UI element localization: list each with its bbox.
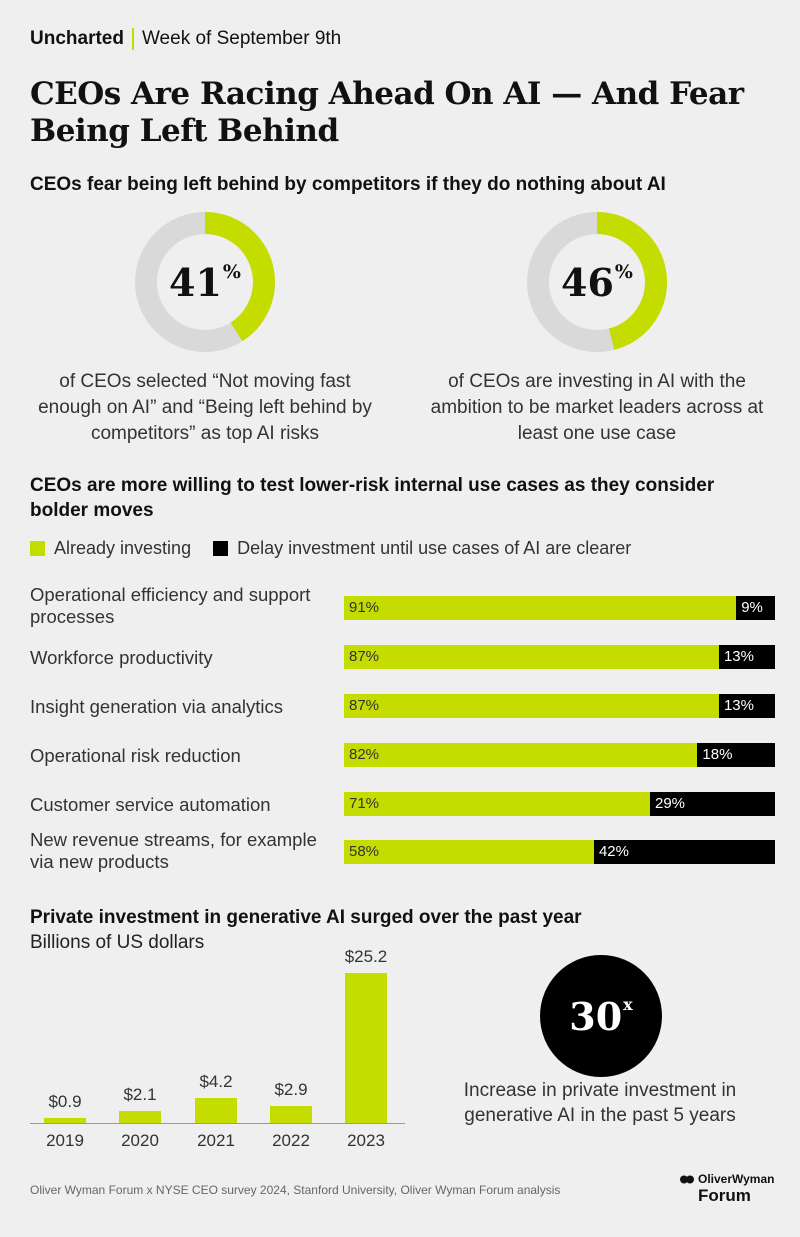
section2-title: CEOs are more willing to test lower-risk…: [30, 475, 715, 521]
hbar-row: 87% 13%: [344, 645, 775, 669]
section3-title: Private investment in generative AI surg…: [30, 907, 582, 928]
hbar-segment-invested: 71%: [344, 792, 650, 816]
brand-name: Uncharted: [30, 28, 124, 49]
vbar-value-label: $4.2: [199, 1072, 233, 1091]
hbar-segment-invested: 82%: [344, 743, 698, 767]
donut-chart-1: 41%: [130, 207, 280, 357]
hbar-legend: Already investing Delay investment until…: [30, 538, 653, 559]
vbar-bar: [119, 1110, 161, 1123]
donut-svg-2: [527, 212, 667, 352]
legend-label: Delay investment until use cases of AI a…: [237, 538, 632, 558]
vbar-axis-line: [30, 1123, 405, 1124]
hbar-segment-delayed: 18%: [697, 743, 775, 767]
donut-chart-2: 46%: [522, 207, 672, 357]
logo-line1: OliverWyman: [698, 1172, 775, 1186]
hbar-row: 91% 9%: [344, 596, 775, 620]
vbar-category-label: 2021: [197, 1131, 235, 1150]
header-divider: [131, 28, 134, 50]
vbar-bar: [195, 1098, 237, 1123]
multiplier-caption: Increase in private investment in genera…: [463, 1080, 737, 1126]
vbar-value-label: $25.2: [344, 947, 388, 966]
donut-number-1: 41: [169, 259, 222, 305]
multiplier-badge: 30 x: [540, 955, 662, 1077]
hbar-segment-invested: 91%: [344, 596, 737, 620]
vbar-category-label: 2023: [347, 1131, 385, 1150]
multiplier-unit: x: [623, 994, 633, 1014]
oliver-wyman-forum-logo: OliverWyman Forum: [680, 1172, 780, 1206]
hbar-segment-invested: 87%: [344, 694, 719, 718]
legend-item-already-investing: Already investing: [30, 538, 191, 559]
hbar-row: 82% 18%: [344, 743, 775, 767]
donut-svg-1: [135, 212, 275, 352]
hbar-row: 87% 13%: [344, 694, 775, 718]
hbar-category-label: Operational risk reduction: [30, 745, 241, 766]
page-title: CEOs Are Racing Ahead On AI — And Fear B…: [30, 76, 744, 149]
donut-unit-1: %: [222, 261, 241, 283]
donut-number-2: 46: [561, 259, 614, 305]
vbar-value-label: $0.9: [48, 1091, 82, 1111]
legend-item-delay-investment: Delay investment until use cases of AI a…: [213, 538, 631, 559]
section1-title: CEOs fear being left behind by competito…: [30, 174, 666, 195]
vbar-bar: [345, 973, 387, 1123]
legend-swatch-green: [30, 541, 45, 556]
header: Uncharted Week of September 9th: [30, 28, 341, 50]
hbar-category-label: Workforce productivity: [30, 647, 213, 668]
hbar-segment-delayed: 29%: [650, 792, 775, 816]
hbar-segment-delayed: 42%: [593, 840, 775, 864]
hbar-segment-delayed: 9%: [736, 596, 775, 620]
vbar-value-label: $2.1: [123, 1084, 157, 1104]
donut-caption-1: of CEOs selected “Not moving fast enough…: [38, 371, 372, 444]
vbar-value-label: $2.9: [274, 1079, 308, 1099]
donut-value-1: 41%: [130, 207, 280, 357]
donut-arc-1: [135, 212, 275, 352]
legend-label: Already investing: [54, 538, 192, 558]
section3-subtitle: Billions of US dollars: [30, 932, 205, 953]
vbar-category-label: 2022: [272, 1131, 310, 1150]
hbar-category-label: New revenue streams, for example via new…: [30, 829, 317, 872]
source-note: Oliver Wyman Forum x NYSE CEO survey 202…: [30, 1183, 561, 1197]
hbar-segment-delayed: 13%: [718, 694, 775, 718]
legend-swatch-black: [213, 541, 229, 556]
multiplier-value: 30: [569, 993, 623, 1039]
donut-caption-2: of CEOs are investing in AI with the amb…: [430, 371, 764, 444]
donut-unit-2: %: [614, 261, 633, 283]
hbar-row: 71% 29%: [344, 792, 775, 816]
header-date: Week of September 9th: [141, 28, 342, 49]
vbar-bar: [270, 1105, 312, 1123]
vbar-category-label: 2019: [46, 1131, 84, 1150]
hbar-segment-invested: 87%: [344, 645, 719, 669]
donut-value-2: 46%: [522, 207, 672, 357]
donut-arc-2: [527, 212, 667, 352]
hbar-category-label: Customer service automation: [30, 794, 271, 815]
hbar-category-label: Insight generation via analytics: [30, 696, 283, 717]
hbar-category-label: Operational efficiency and support proce…: [30, 584, 311, 627]
logo-line2: Forum: [698, 1186, 751, 1205]
hbar-row: 58% 42%: [344, 840, 775, 864]
logo-mark-icon: [680, 1175, 694, 1183]
vbar-bar: [44, 1117, 86, 1123]
hbar-segment-invested: 58%: [344, 840, 594, 864]
vbar-category-label: 2020: [121, 1131, 159, 1150]
hbar-segment-delayed: 13%: [718, 645, 775, 669]
